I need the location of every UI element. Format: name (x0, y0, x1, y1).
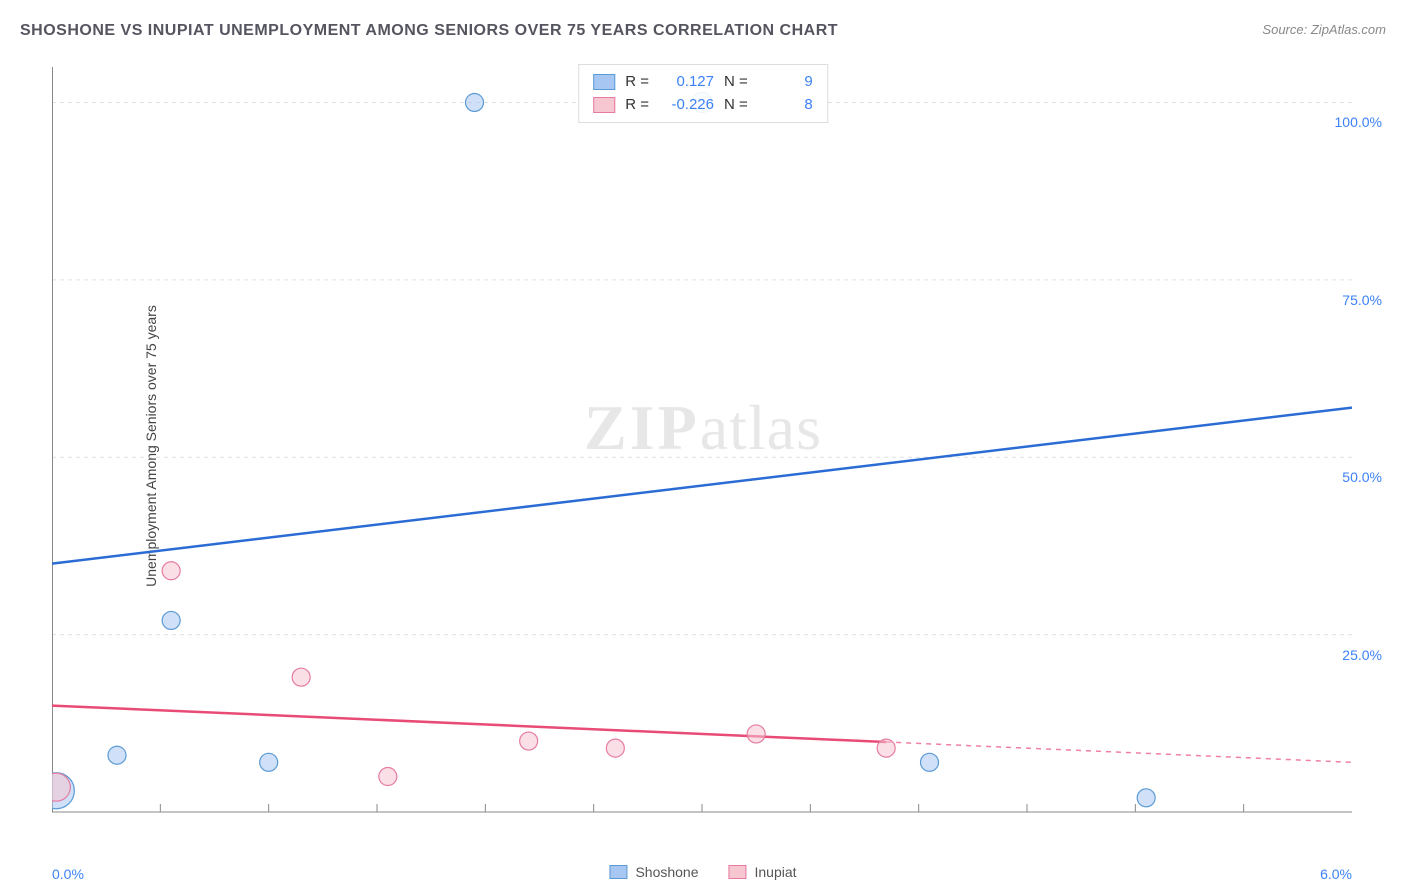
legend-label-shoshone: Shoshone (635, 864, 698, 880)
r-label: R = (625, 71, 649, 94)
x-axis-max-label: 6.0% (1320, 866, 1352, 882)
source-label: Source: (1262, 22, 1307, 37)
n-value-inupiat: 8 (758, 94, 813, 117)
source-attribution: Source: ZipAtlas.com (1262, 22, 1386, 37)
y-tick-label: 50.0% (1342, 469, 1382, 485)
r-label: R = (625, 94, 649, 117)
legend-bottom: Shoshone Inupiat (609, 864, 796, 880)
n-value-shoshone: 9 (758, 71, 813, 94)
x-axis-min-label: 0.0% (52, 866, 84, 882)
correlation-stats-box: R = 0.127 N = 9 R = -0.226 N = 8 (578, 64, 828, 123)
stats-row-inupiat: R = -0.226 N = 8 (593, 94, 813, 117)
y-tick-label: 25.0% (1342, 647, 1382, 663)
plot-area (52, 62, 1352, 832)
n-label: N = (724, 94, 748, 117)
n-label: N = (724, 71, 748, 94)
chart-svg (52, 62, 1352, 832)
stats-row-shoshone: R = 0.127 N = 9 (593, 71, 813, 94)
y-tick-label: 100.0% (1335, 114, 1382, 130)
chart-title: SHOSHONE VS INUPIAT UNEMPLOYMENT AMONG S… (20, 22, 838, 40)
legend-swatch-shoshone (609, 865, 627, 879)
stats-swatch-shoshone (593, 74, 615, 90)
legend-label-inupiat: Inupiat (755, 864, 797, 880)
r-value-inupiat: -0.226 (659, 94, 714, 117)
y-tick-label: 75.0% (1342, 292, 1382, 308)
source-name: ZipAtlas.com (1311, 22, 1386, 37)
stats-swatch-inupiat (593, 97, 615, 113)
r-value-shoshone: 0.127 (659, 71, 714, 94)
legend-item-shoshone: Shoshone (609, 864, 698, 880)
legend-swatch-inupiat (729, 865, 747, 879)
legend-item-inupiat: Inupiat (729, 864, 797, 880)
